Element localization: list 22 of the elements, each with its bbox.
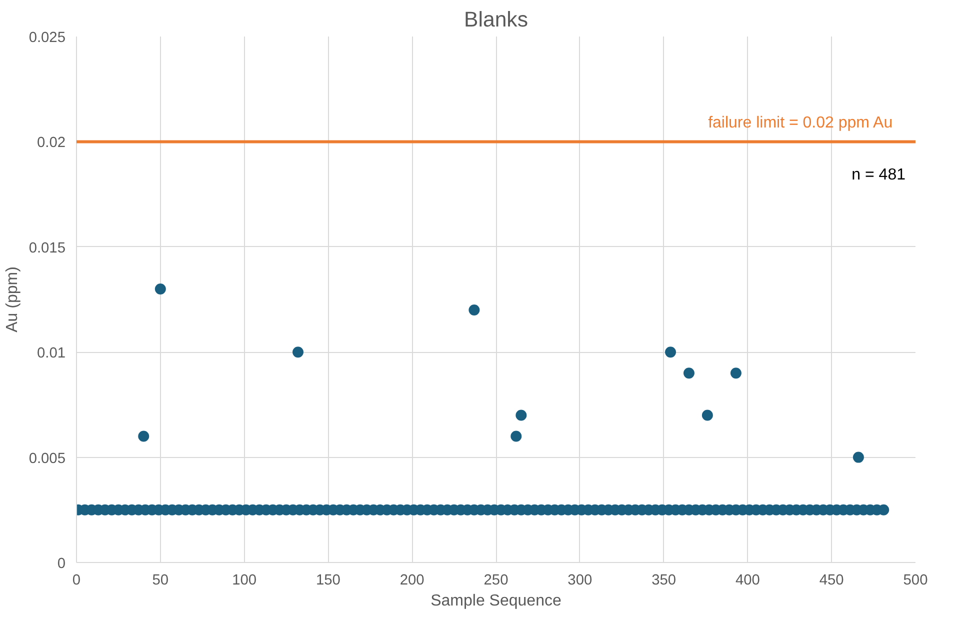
y-tick-label: 0.015 [28, 240, 66, 256]
x-axis-title: Sample Sequence [430, 592, 562, 610]
y-tick-label: 0 [57, 556, 66, 572]
x-tick-label: 0 [72, 572, 81, 588]
x-tick-label: 450 [819, 572, 844, 588]
y-tick-label: 0.005 [28, 450, 66, 467]
ref-line-label: failure limit = 0.02 ppm Au [708, 114, 893, 132]
y-tick-label: 0.025 [28, 30, 66, 46]
y-tick-label: 0.02 [36, 135, 66, 152]
x-tick-label: 350 [652, 572, 676, 588]
y-tick-label: 0.01 [36, 346, 66, 362]
x-tick-label: 200 [400, 572, 424, 588]
x-tick-label: 300 [568, 572, 592, 588]
y-axis-title: Au (ppm) [4, 266, 21, 332]
annotation: n = 481 [852, 166, 906, 184]
x-tick-label: 150 [316, 572, 340, 588]
x-tick-label: 50 [152, 572, 169, 588]
chart-title: Blanks [464, 8, 528, 32]
x-tick-label: 100 [232, 572, 257, 588]
x-tick-label: 400 [735, 572, 760, 588]
x-tick-label: 250 [484, 572, 508, 588]
x-tick-label: 500 [903, 572, 928, 588]
